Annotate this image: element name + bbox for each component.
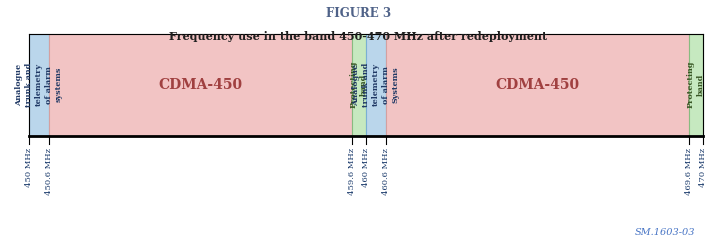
- Bar: [366, 34, 386, 136]
- Text: CDMA-450: CDMA-450: [495, 78, 579, 92]
- Bar: [689, 34, 703, 136]
- Bar: [49, 34, 352, 136]
- Text: 469.6 MHz: 469.6 MHz: [685, 148, 693, 195]
- Bar: [352, 34, 366, 136]
- Text: 470 MHz: 470 MHz: [698, 148, 707, 187]
- Text: Analogue
trunk and
telemetry
of alarm
systems: Analogue trunk and telemetry of alarm sy…: [15, 63, 62, 107]
- Text: Protecting
band: Protecting band: [687, 61, 705, 108]
- Text: SM.1603-03: SM.1603-03: [635, 228, 695, 237]
- Text: 459.6 MHz: 459.6 MHz: [348, 148, 356, 196]
- Bar: [29, 34, 49, 136]
- Text: 460 MHz: 460 MHz: [361, 148, 370, 187]
- Text: Analogue
trunk and
telemetry
of alarm
Systems: Analogue trunk and telemetry of alarm Sy…: [352, 63, 399, 107]
- Text: 450 MHz: 450 MHz: [24, 148, 33, 187]
- Text: CDMA-450: CDMA-450: [158, 78, 242, 92]
- Bar: [386, 34, 689, 136]
- Text: 450.6 MHz: 450.6 MHz: [45, 148, 53, 195]
- Text: Frequency use in the band 450-470 MHz after redeployment: Frequency use in the band 450-470 MHz af…: [169, 31, 548, 42]
- Text: Protecting
band: Protecting band: [350, 61, 368, 108]
- Text: 460.6 MHz: 460.6 MHz: [382, 148, 390, 195]
- Text: FIGURE 3: FIGURE 3: [326, 7, 391, 20]
